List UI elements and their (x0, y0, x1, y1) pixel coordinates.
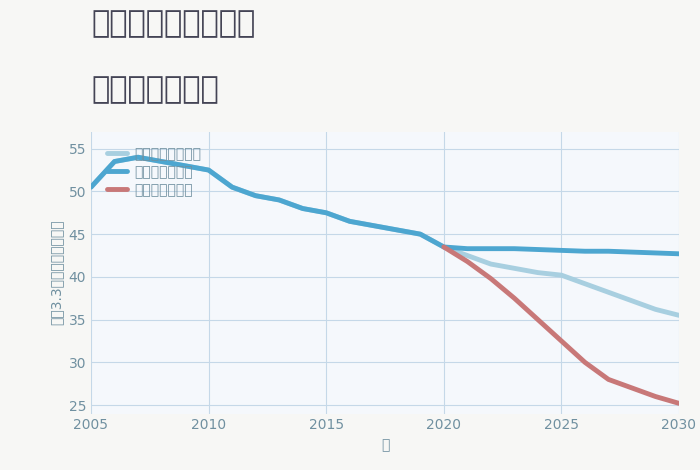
バッドシナリオ (675, 400, 683, 406)
ノーマルシナリオ (251, 193, 260, 198)
ノーマルシナリオ (181, 163, 189, 169)
ノーマルシナリオ (204, 167, 213, 173)
ノーマルシナリオ (440, 244, 448, 250)
ノーマルシナリオ (557, 272, 566, 278)
グッドシナリオ (510, 246, 519, 251)
グッドシナリオ (369, 223, 377, 228)
ノーマルシナリオ (581, 281, 589, 287)
バッドシナリオ (604, 376, 612, 382)
ノーマルシナリオ (416, 231, 424, 237)
グッドシナリオ (181, 163, 189, 169)
ノーマルシナリオ (275, 197, 284, 203)
ノーマルシナリオ (228, 184, 237, 190)
グッドシナリオ (440, 244, 448, 250)
バッドシナリオ (463, 258, 472, 264)
ノーマルシナリオ (486, 261, 495, 267)
Line: バッドシナリオ: バッドシナリオ (444, 247, 679, 403)
Legend: ノーマルシナリオ, グッドシナリオ, バッドシナリオ: ノーマルシナリオ, グッドシナリオ, バッドシナリオ (104, 144, 204, 200)
グッドシナリオ (651, 250, 659, 256)
グッドシナリオ (134, 155, 142, 160)
グッドシナリオ (322, 210, 330, 216)
グッドシナリオ (486, 246, 495, 251)
ノーマルシナリオ (346, 219, 354, 224)
Line: グッドシナリオ: グッドシナリオ (91, 157, 679, 254)
バッドシナリオ (628, 385, 636, 391)
ノーマルシナリオ (134, 155, 142, 160)
バッドシナリオ (651, 394, 659, 399)
X-axis label: 年: 年 (381, 438, 389, 452)
バッドシナリオ (557, 338, 566, 344)
グッドシナリオ (251, 193, 260, 198)
バッドシナリオ (581, 360, 589, 365)
グッドシナリオ (298, 206, 307, 212)
グッドシナリオ (275, 197, 284, 203)
グッドシナリオ (533, 247, 542, 252)
Y-axis label: 坪（3.3㎡）単価（万円）: 坪（3.3㎡）単価（万円） (49, 220, 63, 325)
グッドシナリオ (675, 251, 683, 257)
グッドシナリオ (111, 159, 119, 164)
グッドシナリオ (581, 249, 589, 254)
ノーマルシナリオ (158, 159, 166, 164)
グッドシナリオ (416, 231, 424, 237)
Text: 土地の価格推移: 土地の価格推移 (91, 75, 218, 104)
Text: 兵庫県姫路市今宿の: 兵庫県姫路市今宿の (91, 9, 256, 39)
バッドシナリオ (440, 244, 448, 250)
ノーマルシナリオ (651, 306, 659, 312)
グッドシナリオ (204, 167, 213, 173)
グッドシナリオ (557, 248, 566, 253)
グッドシナリオ (228, 184, 237, 190)
ノーマルシナリオ (111, 159, 119, 164)
ノーマルシナリオ (369, 223, 377, 228)
グッドシナリオ (346, 219, 354, 224)
グッドシナリオ (604, 249, 612, 254)
グッドシナリオ (393, 227, 401, 233)
グッドシナリオ (158, 159, 166, 164)
ノーマルシナリオ (463, 253, 472, 258)
ノーマルシナリオ (628, 298, 636, 304)
ノーマルシナリオ (533, 270, 542, 275)
ノーマルシナリオ (393, 227, 401, 233)
ノーマルシナリオ (298, 206, 307, 212)
バッドシナリオ (533, 317, 542, 322)
グッドシナリオ (628, 249, 636, 255)
ノーマルシナリオ (87, 184, 95, 190)
グッドシナリオ (463, 246, 472, 251)
ノーマルシナリオ (322, 210, 330, 216)
バッドシナリオ (510, 296, 519, 301)
グッドシナリオ (87, 184, 95, 190)
ノーマルシナリオ (510, 266, 519, 271)
ノーマルシナリオ (604, 290, 612, 295)
バッドシナリオ (486, 276, 495, 282)
ノーマルシナリオ (675, 313, 683, 318)
Line: ノーマルシナリオ: ノーマルシナリオ (91, 157, 679, 315)
